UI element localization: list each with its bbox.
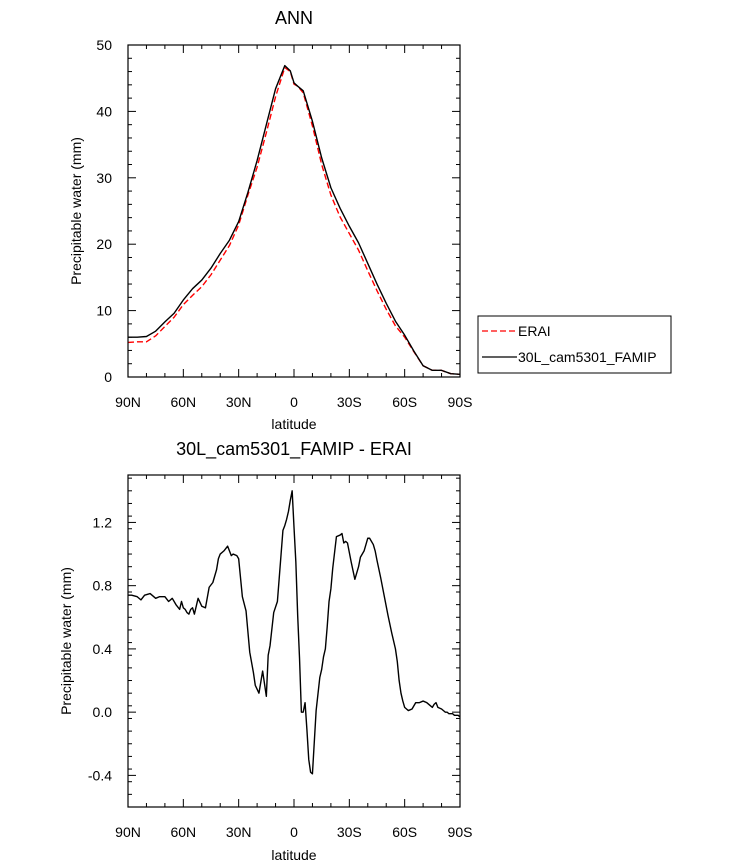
top-y-tick-label: 20: [96, 236, 112, 252]
bottom-chart-panel: 30L_cam5301_FAMIP - ERAI 90N 60N 30N 0 30S 60…: [58, 439, 472, 863]
bottom-y-axis-label: Precipitable water (mm): [58, 567, 74, 715]
top-plot-frame: [127, 44, 461, 378]
bottom-x-tick-label: 30N: [226, 824, 252, 840]
top-x-axis-label: latitude: [271, 416, 316, 432]
top-x-tick-label: 30S: [337, 394, 362, 410]
top-y-tick-label: 40: [96, 103, 112, 119]
top-chart-title: ANN: [275, 8, 313, 28]
top-y-tick-label: 50: [96, 37, 112, 53]
bottom-chart-title: 30L_cam5301_FAMIP - ERAI: [176, 439, 412, 460]
bottom-series-line-0: [128, 490, 461, 775]
bottom-y-tick-label: 0.0: [93, 704, 113, 720]
top-x-tick-label: 90S: [448, 394, 473, 410]
bottom-x-tick-label: 60S: [392, 824, 417, 840]
bottom-x-tick-label: 30S: [337, 824, 362, 840]
legend-erai-label: ERAI: [518, 323, 551, 339]
top-y-tick-label: 0: [104, 369, 112, 385]
bottom-y-tick-label: 1.2: [93, 514, 113, 530]
bottom-x-axis-label: latitude: [271, 847, 316, 863]
bottom-y-tick-label: -0.4: [88, 767, 112, 783]
bottom-y-tick-label: 0.8: [93, 578, 113, 594]
top-x-tick-label: 30N: [226, 394, 252, 410]
bottom-x-tick-label: 90S: [448, 824, 473, 840]
legend: ERAI 30L_cam5301_FAMIP: [477, 315, 672, 374]
top-chart-panel: ANN 90N 60N 30N 0 30S 60S 90S 0 10 20 30 40 50 lati…: [68, 8, 472, 432]
top-x-tick-label: 60N: [170, 394, 196, 410]
top-y-tick-label: 30: [96, 170, 112, 186]
top-series-line-0: [127, 66, 461, 376]
top-x-tick-label: 0: [290, 394, 298, 410]
legend-model-label: 30L_cam5301_FAMIP: [518, 349, 657, 365]
bottom-x-tick-label: 0: [290, 824, 298, 840]
bottom-x-tick-label: 60N: [170, 824, 196, 840]
legend-box: [477, 315, 672, 374]
top-y-axis-label: Precipitable water (mm): [68, 137, 84, 285]
top-x-tick-label: 90N: [115, 394, 141, 410]
bottom-x-tick-label: 90N: [115, 824, 141, 840]
top-series-line-1: [128, 64, 461, 376]
top-x-tick-label: 60S: [392, 394, 417, 410]
top-y-tick-label: 10: [96, 303, 112, 319]
bottom-y-tick-label: 0.4: [93, 641, 113, 657]
